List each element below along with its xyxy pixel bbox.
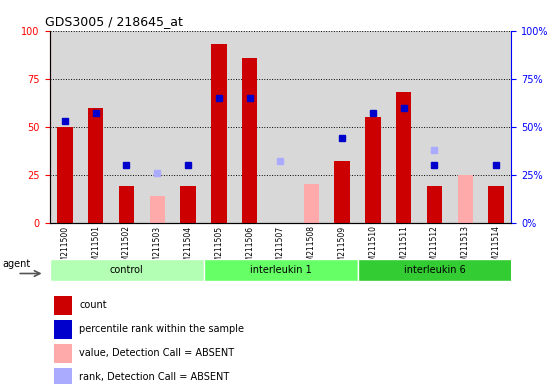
Bar: [458, 175, 473, 223]
Bar: [304, 184, 319, 223]
Text: interleukin 6: interleukin 6: [404, 265, 465, 275]
Bar: [54, 344, 72, 363]
Bar: [54, 319, 72, 339]
Text: count: count: [79, 300, 107, 310]
Bar: [204, 258, 358, 281]
Text: control: control: [109, 265, 144, 275]
Text: rank, Detection Call = ABSENT: rank, Detection Call = ABSENT: [79, 372, 229, 382]
Bar: [211, 44, 227, 223]
Bar: [54, 296, 72, 315]
Text: agent: agent: [3, 259, 31, 269]
Bar: [50, 258, 204, 281]
Bar: [119, 186, 134, 223]
Bar: [358, 258, 512, 281]
Text: value, Detection Call = ABSENT: value, Detection Call = ABSENT: [79, 348, 234, 358]
Bar: [150, 196, 165, 223]
Bar: [57, 127, 73, 223]
Text: GDS3005 / 218645_at: GDS3005 / 218645_at: [45, 15, 183, 28]
Bar: [488, 186, 504, 223]
Bar: [427, 186, 442, 223]
Bar: [88, 108, 103, 223]
Text: interleukin 1: interleukin 1: [250, 265, 311, 275]
Bar: [334, 161, 350, 223]
Bar: [180, 186, 196, 223]
Bar: [242, 58, 257, 223]
Bar: [54, 368, 72, 384]
Text: percentile rank within the sample: percentile rank within the sample: [79, 324, 244, 334]
Bar: [396, 92, 411, 223]
Bar: [365, 117, 381, 223]
